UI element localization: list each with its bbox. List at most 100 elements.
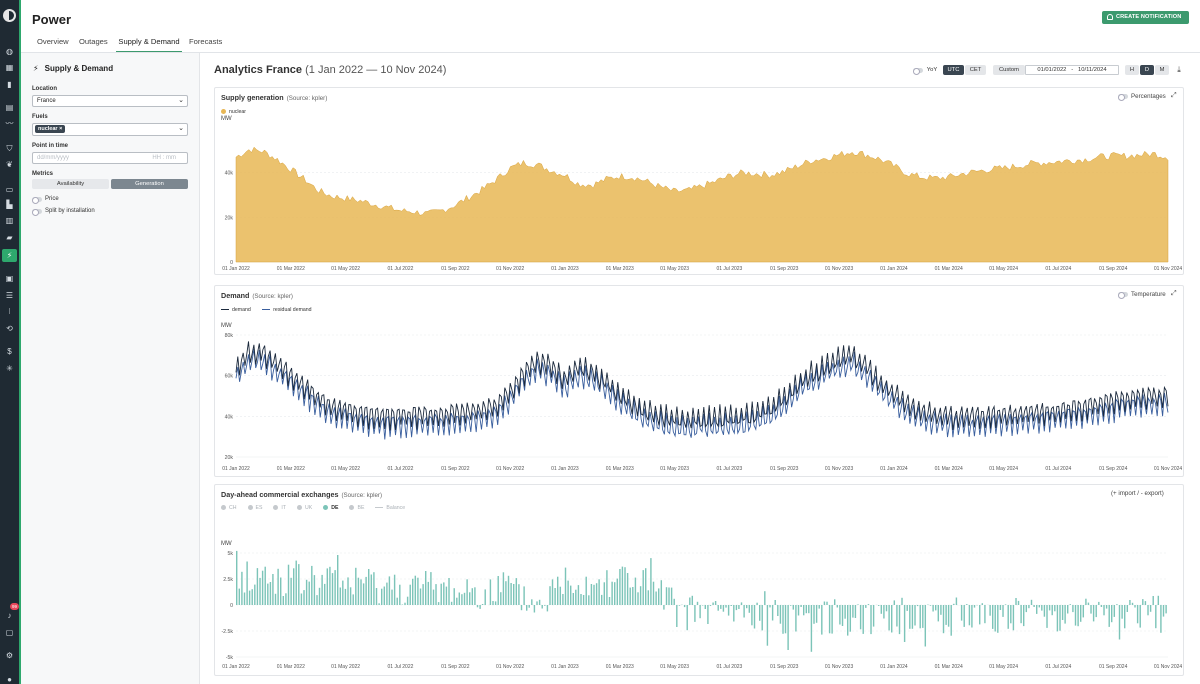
exchange-bar[interactable] [771,605,774,621]
exchange-bar[interactable] [324,583,326,605]
exchange-bar[interactable] [857,604,859,605]
expand-icon[interactable]: ⤢ [1171,290,1177,297]
exchange-bar[interactable] [528,605,530,608]
exchange-bar[interactable] [393,574,396,605]
user-icon[interactable]: ● [7,675,12,684]
exchange-bar[interactable] [267,583,269,605]
exchange-bar[interactable] [1126,605,1129,612]
exchange-bar[interactable] [256,568,259,605]
exchange-bar[interactable] [593,584,595,605]
exchange-bar[interactable] [549,586,551,605]
list-icon[interactable]: ☰ [5,291,14,300]
exchange-bar[interactable] [1149,605,1152,612]
exchange-bar[interactable] [1111,605,1113,623]
exchange-bar[interactable] [797,605,800,616]
exchange-bar[interactable] [1051,605,1053,616]
exchange-bar[interactable] [450,601,453,605]
exchange-bar[interactable] [800,605,802,607]
exchange-bar[interactable] [588,595,590,605]
exchange-bar[interactable] [999,605,1002,610]
exchange-bar[interactable] [391,589,393,605]
settings-icon[interactable]: ⚙ [5,651,14,660]
exchange-bar[interactable] [665,587,668,605]
exchange-bar[interactable] [300,593,303,606]
exchange-bar[interactable] [598,579,600,605]
location-select[interactable]: France ⌄ [32,95,188,107]
legend-label-demand[interactable]: demand [232,307,251,313]
exchange-bar[interactable] [1095,605,1097,618]
exchange-bar[interactable] [1082,605,1085,618]
exchange-bar[interactable] [922,605,924,628]
exchange-bar[interactable] [901,597,903,605]
exchange-bar[interactable] [466,579,468,605]
grid-icon[interactable]: ▦ [5,63,14,72]
exchange-bar[interactable] [947,605,950,627]
exchange-bar[interactable] [489,579,492,605]
exchange-bar[interactable] [580,594,582,605]
exchange-bar[interactable] [642,570,644,605]
exchange-bar[interactable] [458,592,461,606]
exchange-bar[interactable] [1124,605,1126,629]
exchange-bar[interactable] [538,599,541,605]
exchange-bar[interactable] [469,592,471,605]
exchange-bar[interactable] [953,603,955,605]
exchange-bar[interactable] [497,576,499,605]
tab-supply-demand[interactable]: Supply & Demand [116,34,182,53]
exchange-bar[interactable] [1043,605,1046,617]
exchange-bar[interactable] [432,589,435,605]
exchange-bar[interactable] [401,604,404,606]
exchange-bar[interactable] [453,588,455,605]
exchange-bar[interactable] [844,605,846,619]
granularity-hour-button[interactable]: H [1125,65,1139,75]
exchange-bar[interactable] [813,605,815,624]
exchange-bar[interactable] [914,605,916,626]
legend-label-be[interactable]: BE [357,505,365,511]
tab-forecasts[interactable]: Forecasts [189,37,223,46]
exchange-bar[interactable] [362,583,365,605]
exchange-bar[interactable] [686,605,688,631]
exchange-bar[interactable] [238,588,241,605]
date-range-input[interactable]: 01/01/2022 - 10/11/2024 [1025,65,1119,75]
exchange-bar[interactable] [854,605,857,618]
exchange-bar[interactable] [1059,605,1061,631]
exchange-bar[interactable] [355,567,357,605]
exchange-bar[interactable] [862,605,864,634]
exchange-bar[interactable] [761,605,763,631]
exchange-bar[interactable] [670,587,673,605]
exchange-bar[interactable] [935,605,937,611]
exchange-bar[interactable] [1025,605,1028,613]
exchange-bar[interactable] [709,605,712,606]
exchange-bar[interactable] [515,578,518,605]
exchange-bar[interactable] [981,603,984,605]
exchange-bar[interactable] [782,605,784,634]
fuels-select[interactable]: nuclear × ⌄ [32,123,188,136]
exchange-bar[interactable] [859,605,862,630]
exchange-bar[interactable] [738,605,740,609]
exchange-bar[interactable] [1069,604,1072,605]
exchange-bar[interactable] [971,605,973,628]
exchange-bar[interactable] [494,601,497,605]
exchange-bar[interactable] [1105,605,1108,609]
exchange-bar[interactable] [626,573,629,605]
exchange-bar[interactable] [368,569,370,605]
exchange-bar[interactable] [704,605,707,609]
exchange-bar[interactable] [303,590,305,605]
exchange-bar[interactable] [1147,605,1149,616]
exchange-bar[interactable] [792,605,795,610]
exchange-bar[interactable] [1152,596,1154,605]
exchange-bar[interactable] [616,578,619,605]
exchange-bar[interactable] [733,605,735,622]
exchange-bar[interactable] [1113,605,1116,617]
exchange-bar[interactable] [564,567,567,605]
exchange-bar[interactable] [1072,605,1074,613]
exchange-bar[interactable] [1144,601,1147,605]
exchange-bar[interactable] [344,588,347,605]
exchange-bar[interactable] [637,592,639,605]
exchange-bar[interactable] [1103,605,1105,616]
series-line-residual-demand[interactable] [235,348,1169,440]
granularity-month-button[interactable]: M [1155,65,1169,75]
exchange-bar[interactable] [826,601,828,605]
legend-label-ch[interactable]: CH [229,505,237,511]
exchange-bar[interactable] [419,588,422,606]
exchange-bar[interactable] [412,578,414,605]
